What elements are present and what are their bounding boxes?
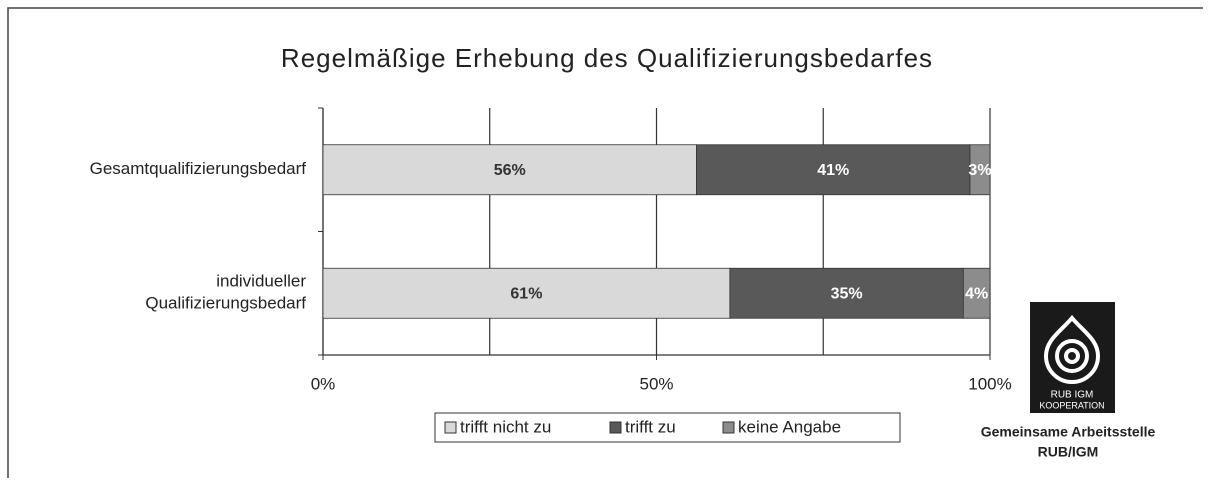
chart-title: Regelmäßige Erhebung des Qualifizierungs… xyxy=(281,43,933,73)
legend-box xyxy=(434,412,901,443)
logo-icon xyxy=(1043,314,1101,384)
legend-label: keine Angabe xyxy=(738,417,841,436)
data-label: 41% xyxy=(817,162,849,179)
logo-text: RUB IGM xyxy=(1051,390,1094,401)
legend-label: trifft nicht zu xyxy=(460,417,551,436)
legend-swatch xyxy=(609,421,622,434)
y-tick-label: Gesamtqualifizierungsbedarf xyxy=(90,159,307,178)
bar-segment xyxy=(322,144,697,196)
data-label: 4% xyxy=(965,285,988,302)
y-tick-label: individueller Qualifizierungsbedarf xyxy=(145,272,306,313)
bar-segment xyxy=(729,267,964,319)
bar-segment xyxy=(322,267,731,319)
data-label: 3% xyxy=(968,162,991,179)
x-tick-label: 50% xyxy=(639,374,673,393)
bar-segment xyxy=(969,144,991,196)
legend-label: trifft zu xyxy=(625,417,676,436)
bar-segment xyxy=(696,144,971,196)
x-tick-label: 0% xyxy=(311,374,336,393)
legend-swatch xyxy=(444,421,457,434)
x-tick-label: 100% xyxy=(968,374,1011,393)
legend-swatch xyxy=(722,421,735,434)
logo-text: KOOPERATION xyxy=(1039,400,1104,410)
data-label: 61% xyxy=(510,285,542,302)
data-label: 35% xyxy=(831,285,863,302)
logo-caption: RUB/IGM xyxy=(1038,444,1099,460)
frame xyxy=(7,7,1203,478)
logo-caption: Gemeinsame Arbeitsstelle xyxy=(981,424,1156,440)
data-label: 56% xyxy=(494,162,526,179)
bar-segment xyxy=(962,267,991,319)
